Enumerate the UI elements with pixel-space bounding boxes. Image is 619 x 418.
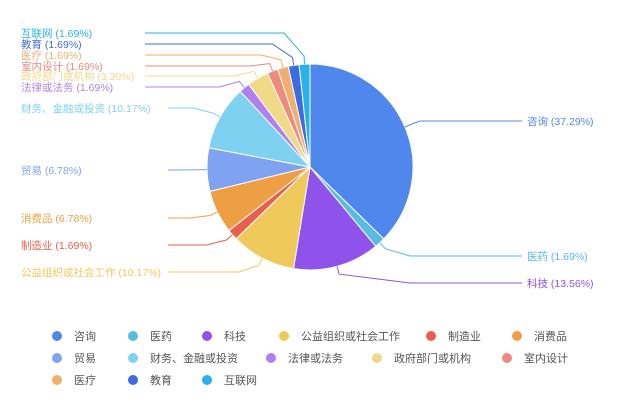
legend-marker-icon — [512, 331, 522, 341]
legend-marker-icon — [128, 375, 138, 385]
label-leader-line — [168, 234, 233, 246]
label-leader-line — [145, 80, 245, 88]
legend-item-nonprofit[interactable]: 公益组织或社会工作 — [279, 325, 400, 347]
label-leader-line — [168, 258, 263, 273]
legend-item-trade[interactable]: 贸易 — [52, 347, 96, 369]
label-leader-line — [404, 120, 522, 128]
legend-marker-icon — [426, 331, 436, 341]
legend-row: 医疗 教育 互联网 — [40, 369, 600, 391]
pie-slice[interactable] — [292, 165, 377, 271]
legend-marker-icon — [372, 353, 382, 363]
legend-marker-icon — [202, 375, 212, 385]
legend-item-tech[interactable]: 科技 — [202, 325, 246, 347]
legend-item-consulting[interactable]: 咨询 — [52, 325, 96, 347]
legend-row: 贸易 财务、金融或投资 法律或法务 政府部门或机构 室内设计 — [40, 347, 600, 369]
data-label: 财务、金融或投资 (10.17%) — [21, 102, 151, 115]
data-label: 法律或法务 (1.69%) — [21, 81, 113, 94]
label-leader-line — [145, 32, 305, 65]
data-label: 互联网 (1.69%) — [21, 28, 92, 40]
legend-row: 咨询 医药 科技 公益组织或社会工作 制造业 消费品 — [40, 325, 600, 347]
data-label: 贸易 (6.78%) — [21, 165, 82, 177]
legend-item-healthcare[interactable]: 医疗 — [52, 369, 96, 391]
legend-marker-icon — [202, 331, 212, 341]
data-label: 公益组织或社会工作 (10.17%) — [21, 266, 161, 279]
label-leader-line — [145, 63, 274, 72]
pie-chart: 咨询 (37.29%) 医药 (1.69%) 科技 (13.56%) 公益组织或社会工… — [21, 28, 594, 290]
legend-item-education[interactable]: 教育 — [128, 369, 172, 391]
legend-marker-icon — [279, 331, 289, 341]
legend-marker-icon — [52, 375, 62, 385]
data-label: 政府部门或机构 (3.39%) — [21, 70, 134, 83]
legend-marker-icon — [502, 353, 512, 363]
label-leader-line — [145, 54, 284, 68]
legend-item-manufacturing[interactable]: 制造业 — [426, 325, 481, 347]
pie-slice[interactable] — [309, 63, 414, 240]
data-label: 室内设计 (1.69%) — [21, 60, 103, 73]
data-label: 咨询 (37.29%) — [527, 115, 594, 128]
legend-marker-icon — [52, 353, 62, 363]
legend-item-consumer[interactable]: 消费品 — [512, 325, 567, 347]
data-label: 教育 (1.69%) — [21, 38, 82, 51]
data-label: 科技 (13.56%) — [527, 277, 594, 290]
data-label: 医疗 (1.69%) — [21, 49, 82, 62]
legend-item-interior-design[interactable]: 室内设计 — [502, 347, 568, 369]
legend-item-finance[interactable]: 财务、金融或投资 — [128, 347, 238, 369]
legend-marker-icon — [128, 331, 138, 341]
data-label: 消费品 (6.78%) — [21, 212, 92, 225]
label-leader-line — [145, 70, 259, 79]
label-leader-line — [379, 242, 522, 257]
data-label: 制造业 (1.69%) — [21, 239, 92, 252]
legend-marker-icon — [266, 353, 276, 363]
legend-item-pharma[interactable]: 医药 — [128, 325, 172, 347]
legend-marker-icon — [52, 331, 62, 341]
data-label: 医药 (1.69%) — [527, 251, 588, 263]
label-leader-line — [145, 43, 295, 66]
label-leader-line — [168, 107, 221, 118]
legend-item-legal[interactable]: 法律或法务 — [266, 347, 343, 369]
pie-slice[interactable] — [298, 63, 311, 168]
label-leader-line — [336, 266, 522, 284]
legend: 咨询 医药 科技 公益组织或社会工作 制造业 消费品 贸易 财务、 — [40, 325, 600, 391]
legend-item-government[interactable]: 政府部门或机构 — [372, 347, 471, 369]
legend-item-internet[interactable]: 互联网 — [202, 369, 257, 391]
label-leader-line — [168, 211, 218, 219]
legend-marker-icon — [128, 353, 138, 363]
